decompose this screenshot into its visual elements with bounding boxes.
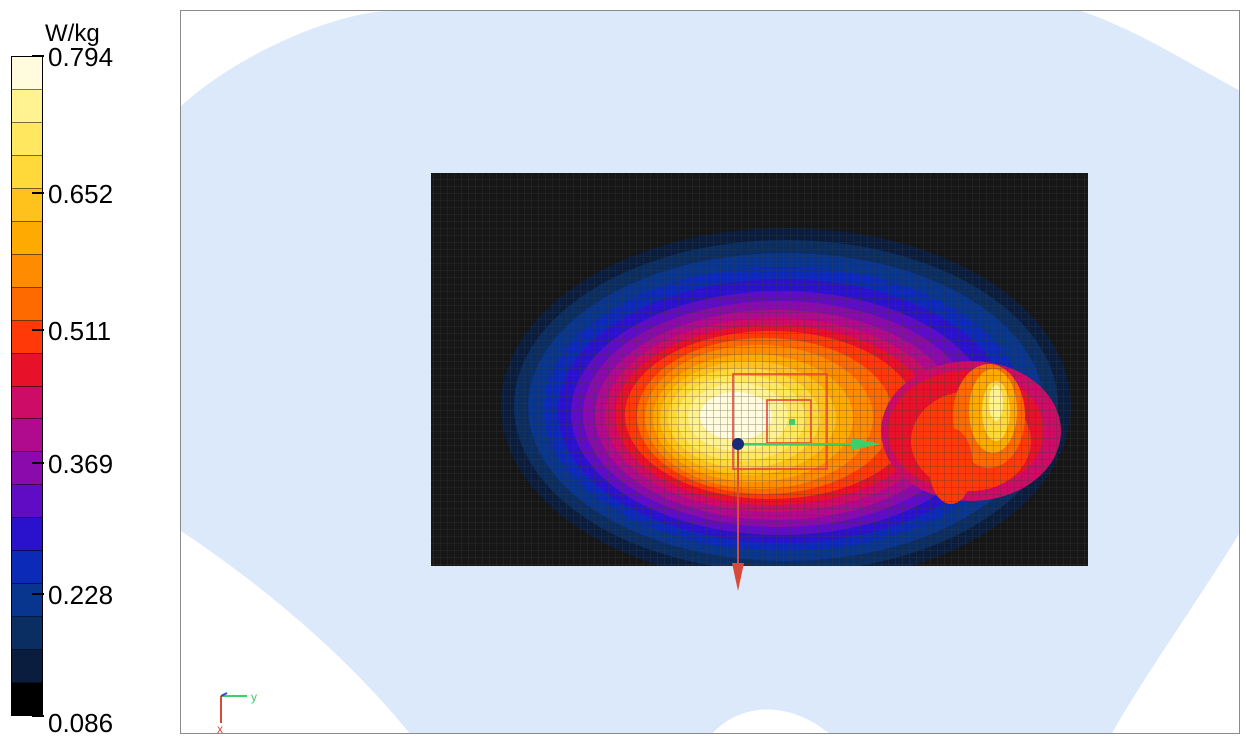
color-swatch: [12, 155, 42, 189]
x-axis-arrow-head: [732, 563, 744, 591]
color-swatch: [12, 122, 42, 156]
color-swatch: [12, 584, 42, 618]
legend-unit-label: W/kg: [45, 20, 100, 47]
color-swatch: [12, 650, 42, 684]
axis-triad-icon: y x: [217, 690, 257, 734]
legend-tick-mark: [32, 329, 44, 331]
color-swatch: [12, 287, 42, 321]
color-swatch: [12, 683, 42, 716]
color-swatch: [12, 617, 42, 651]
sar-distribution-view[interactable]: y x: [180, 10, 1240, 734]
legend-tick-label: 0.369: [48, 449, 114, 479]
color-swatch: [12, 386, 42, 420]
triad-y-label: y: [251, 690, 257, 704]
color-scale-bar: [11, 56, 43, 716]
measurement-grid: [431, 173, 1088, 566]
legend-tick-mark: [32, 192, 44, 194]
color-swatch: [12, 518, 42, 552]
color-swatch: [12, 353, 42, 387]
color-legend: W/kg 0.794 0.652 0.511 0.369 0.228 0.086: [0, 0, 180, 736]
legend-tick-mark: [32, 55, 44, 57]
legend-tick-mark: [32, 462, 44, 464]
color-swatch: [12, 551, 42, 585]
triad-x-label: x: [217, 722, 223, 734]
legend-tick-label: 0.228: [48, 580, 114, 610]
color-swatch: [12, 89, 42, 123]
color-swatch: [12, 485, 42, 519]
legend-tick-label: 0.511: [48, 316, 112, 346]
zoom-scan-outer-box: [732, 373, 828, 470]
color-swatch: [12, 254, 42, 288]
zoom-center-marker: [789, 419, 795, 425]
color-swatch: [12, 452, 42, 486]
y-axis-arrow-head: [851, 438, 881, 450]
legend-tick-label: 0.652: [48, 179, 114, 209]
legend-tick-label: 0.794: [48, 42, 114, 72]
color-swatch: [12, 419, 42, 453]
legend-tick-label: 0.086: [48, 708, 114, 738]
color-swatch: [12, 188, 42, 222]
legend-tick-mark: [32, 593, 44, 595]
color-swatch: [12, 57, 42, 90]
color-swatch: [12, 320, 42, 354]
origin-point: [732, 438, 744, 450]
color-swatch: [12, 221, 42, 255]
legend-tick-mark: [32, 715, 44, 717]
